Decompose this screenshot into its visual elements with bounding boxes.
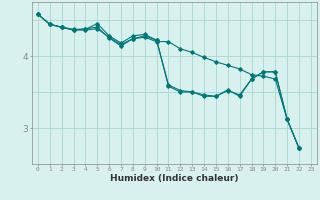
X-axis label: Humidex (Indice chaleur): Humidex (Indice chaleur) — [110, 174, 239, 183]
